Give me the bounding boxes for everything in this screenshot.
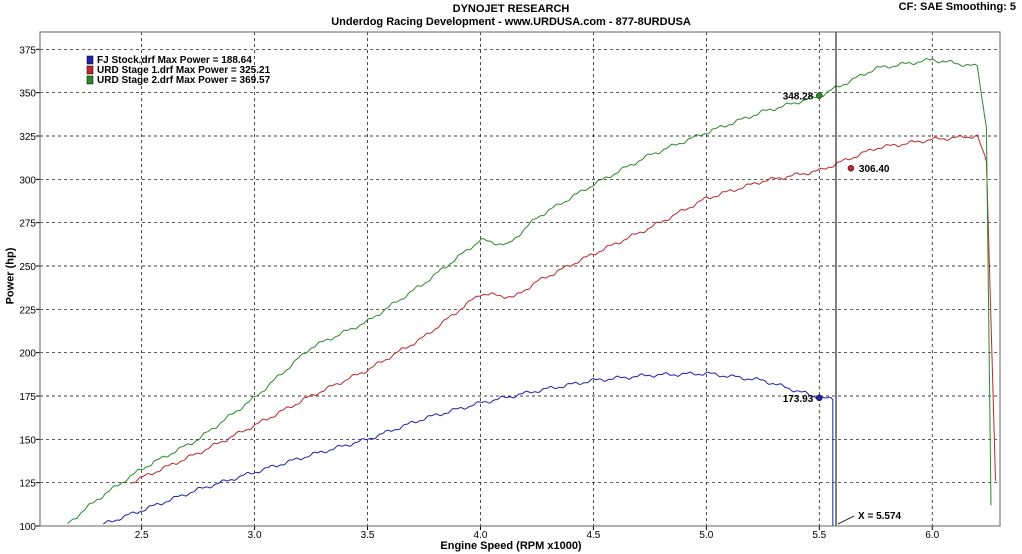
y-tick-label: 375 (19, 45, 36, 56)
series-line-3 (66, 57, 992, 524)
plot-frame (39, 31, 1001, 527)
x-tick-label: 4.5 (586, 530, 600, 541)
legend-swatch-3 (86, 75, 94, 85)
chart-title: DYNOJET RESEARCH (452, 3, 570, 15)
series-marker-label-1: 173.93 (783, 394, 814, 405)
cursor-pointer (837, 515, 855, 525)
y-tick-label: 350 (19, 89, 36, 100)
x-tick-label: 4.0 (474, 530, 488, 541)
y-tick-label: 100 (19, 522, 36, 533)
series-line-1 (102, 371, 834, 526)
y-tick-label: 300 (19, 175, 36, 186)
y-tick-label: 225 (19, 305, 36, 316)
x-tick-label: 2.5 (135, 530, 149, 541)
x-tick-label: 5.5 (812, 530, 826, 541)
legend-swatch-2 (86, 65, 94, 75)
series-line-2 (130, 134, 996, 484)
x-axis-label: Engine Speed (RPM x1000) (440, 540, 582, 552)
legend-entry-3: URD Stage 2.drf Max Power = 369.57 (97, 75, 271, 86)
x-tick-label: 6.0 (925, 530, 939, 541)
cursor-label: X = 5.574 (858, 511, 902, 522)
y-tick-label: 125 (19, 479, 36, 490)
series-layer: 173.93 306.40 348.28 (66, 57, 996, 526)
chart-subtitle: Underdog Racing Development - www.URDUSA… (331, 16, 691, 28)
x-tick-label: 3.5 (361, 530, 375, 541)
cursor-layer: X = 5.574 (835, 32, 902, 526)
y-tick-label: 275 (19, 219, 36, 230)
series-marker-label-2: 306.40 (859, 164, 890, 175)
legend-entry-2: URD Stage 1.drf Max Power = 325.21 (97, 65, 271, 76)
y-tick-label: 250 (19, 262, 36, 273)
series-marker-label-3: 348.28 (783, 92, 814, 103)
x-tick-label: 5.0 (699, 530, 713, 541)
plot-background (40, 32, 1000, 526)
y-tick-label: 150 (19, 435, 36, 446)
correction-smoothing-label: CF: SAE Smoothing: 5 (898, 1, 1016, 13)
y-tick-label: 175 (19, 392, 36, 403)
tick-labels: 2.5 3.0 3.5 4.0 4.5 5.0 5.5 6.0 100 125 150 175 200 2… (19, 45, 939, 541)
series-marker-3 (816, 92, 823, 99)
legend-entry-1: FJ Stock.drf Max Power = 188.64 (97, 55, 252, 66)
y-tick-label: 200 (19, 349, 36, 360)
y-tick-label: 325 (19, 132, 36, 143)
series-marker-1 (816, 394, 823, 402)
legend-swatch-1 (86, 55, 94, 65)
x-tick-label: 3.0 (248, 530, 262, 541)
series-marker-2 (847, 164, 855, 172)
